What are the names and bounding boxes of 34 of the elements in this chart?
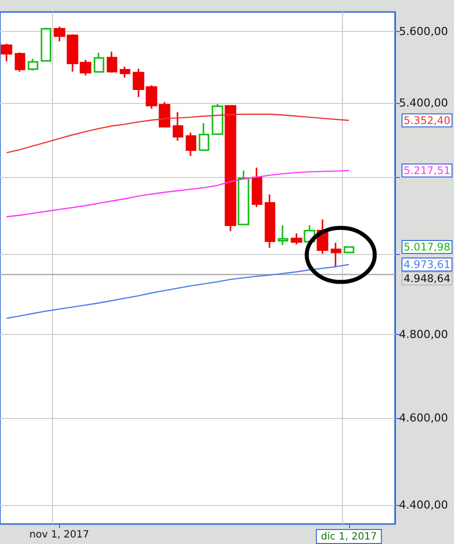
text: 5.352,40 [404,114,450,127]
candlestick [330,242,342,268]
y-tick-label: 4.400,00 [399,498,448,512]
x-tick-label: nov 1, 2017 [29,530,90,540]
candlestick [120,66,130,78]
candlestick [28,58,38,72]
candlestick [224,105,236,232]
candlestick [252,166,262,208]
candlestick [238,170,250,226]
x-tick-label: dic 1, 2017 [320,532,377,542]
line-series [6,114,350,154]
ref-line-label: 4.948,64 [404,273,451,286]
text: 5.017,98 [404,242,450,254]
text: 4.973,61 [404,259,450,272]
y-tick-label: 4.600,00 [399,411,448,424]
candlestick [106,50,118,74]
candlestick [14,52,26,72]
candlestick [212,103,224,135]
text: 5.217,51 [404,164,450,177]
candlestick [278,224,288,246]
y-tick-label: 4.800,00 [399,328,448,341]
y-tick-label: 5.400,00 [399,96,448,110]
candlestick [264,194,276,249]
candlestick [40,26,52,62]
candlestick [198,122,210,151]
line-series [6,170,350,218]
line-series [6,264,350,319]
candlestick [172,111,184,142]
candlestick [0,43,12,62]
candlestick [290,232,302,246]
candlestick [186,132,196,157]
candlestick [94,52,104,73]
y-tick-label: 5.600,00 [399,25,448,38]
candlestick [344,246,354,254]
